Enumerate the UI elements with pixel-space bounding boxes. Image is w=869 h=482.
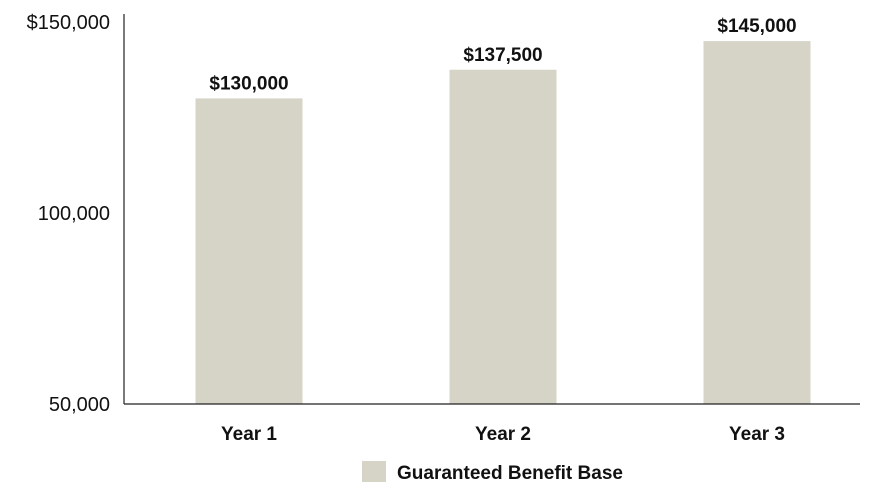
bar-data-label: $137,500: [463, 45, 542, 66]
y-axis: 50,000 100,000 $150,000: [27, 12, 125, 416]
x-tick-label: Year 3: [729, 424, 785, 445]
legend-label: Guaranteed Benefit Base: [397, 463, 623, 482]
bar: [449, 69, 557, 404]
bar: [195, 98, 303, 405]
bar-data-label: $130,000: [209, 73, 288, 94]
x-tick-label: Year 2: [475, 424, 531, 445]
y-tick-label: 50,000: [49, 394, 110, 416]
x-axis: Year 1 Year 2 Year 3: [124, 403, 860, 445]
bars: [195, 41, 811, 405]
x-tick-label: Year 1: [221, 424, 277, 445]
legend-swatch: [362, 461, 386, 482]
y-tick-label: $150,000: [27, 12, 110, 34]
bar-data-label: $145,000: [717, 16, 796, 37]
legend: Guaranteed Benefit Base: [362, 461, 623, 482]
y-tick-label: 100,000: [38, 203, 110, 225]
bar: [703, 41, 811, 404]
data-labels: $130,000 $137,500 $145,000: [209, 16, 796, 94]
